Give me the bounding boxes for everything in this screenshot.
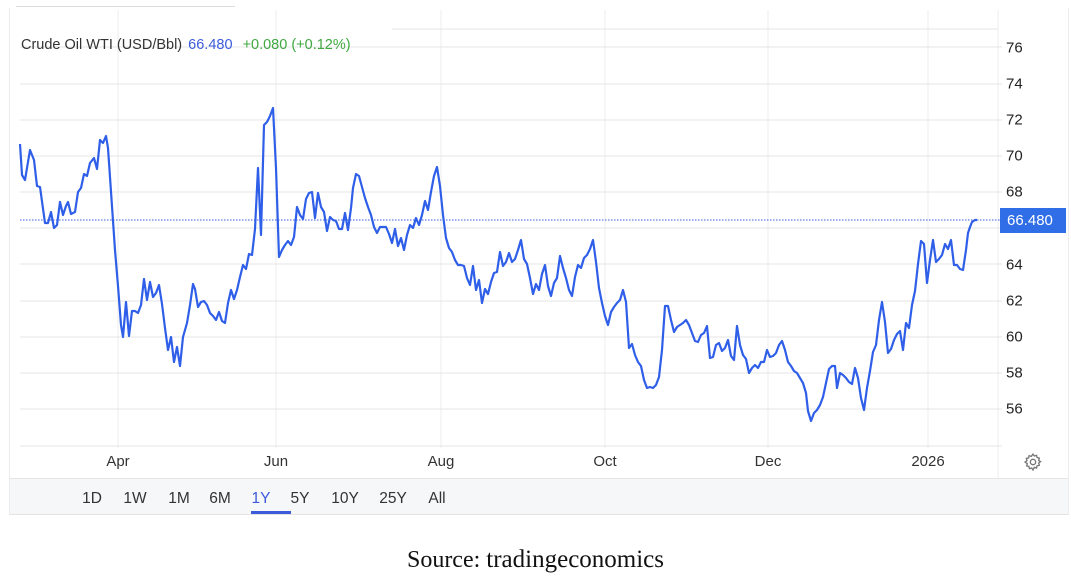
y-tick-label: 62 (1006, 292, 1023, 310)
y-tick-label: 76 (1006, 39, 1023, 57)
x-tick-label: Jun (263, 453, 289, 470)
current-price-tag: 66.480 (1000, 208, 1066, 233)
range-6m-button[interactable]: 6M (209, 490, 231, 507)
chart-panel (9, 8, 1069, 515)
price-change: +0.080 (+0.12%) (242, 37, 351, 53)
range-1y-button[interactable]: 1Y (251, 490, 271, 507)
range-1m-button[interactable]: 1M (168, 490, 190, 507)
x-tick-label: Oct (593, 453, 617, 470)
range-10y-button[interactable]: 10Y (331, 490, 359, 507)
y-tick-label: 56 (1006, 400, 1023, 418)
y-tick-label: 74 (1006, 75, 1023, 93)
range-5y-button[interactable]: 5Y (290, 490, 310, 507)
chart-header: Crude Oil WTI (USD/Bbl) 66.480 +0.080 (+… (21, 37, 351, 53)
range-all-button[interactable]: All (428, 490, 446, 507)
x-tick-label: 2026 (911, 453, 945, 470)
x-tick-label: Aug (427, 453, 455, 470)
y-tick-label: 70 (1006, 147, 1023, 165)
y-tick-label: 60 (1006, 328, 1023, 346)
range-1d-button[interactable]: 1D (82, 490, 102, 507)
vertical-grid (117, 10, 999, 478)
range-selector: 1D 1W 1M 6M 1Y 5Y 10Y 25Y All (10, 478, 1068, 514)
y-tick-label: 68 (1006, 183, 1023, 201)
source-caption: Source: tradingeconomics (0, 546, 1071, 574)
y-tick-label: 58 (1006, 364, 1023, 382)
current-price: 66.480 (188, 37, 233, 53)
horizontal-grid (20, 28, 1002, 447)
x-tick-label: Apr (106, 453, 130, 470)
selected-range-indicator (251, 511, 291, 514)
x-tick-label: Dec (754, 453, 782, 470)
top-divider (16, 6, 235, 7)
y-tick-label: 72 (1006, 111, 1023, 129)
range-25y-button[interactable]: 25Y (379, 490, 407, 507)
range-1w-button[interactable]: 1W (123, 490, 147, 507)
source-name: tradingeconomics (486, 546, 665, 573)
y-tick-label: 64 (1006, 256, 1023, 274)
source-prefix: Source: (406, 547, 481, 573)
price-line (18, 106, 977, 423)
gear-icon[interactable] (1023, 452, 1043, 472)
instrument-name: Crude Oil WTI (USD/Bbl) (21, 37, 183, 53)
chart-plot-area[interactable] (0, 0, 1071, 480)
